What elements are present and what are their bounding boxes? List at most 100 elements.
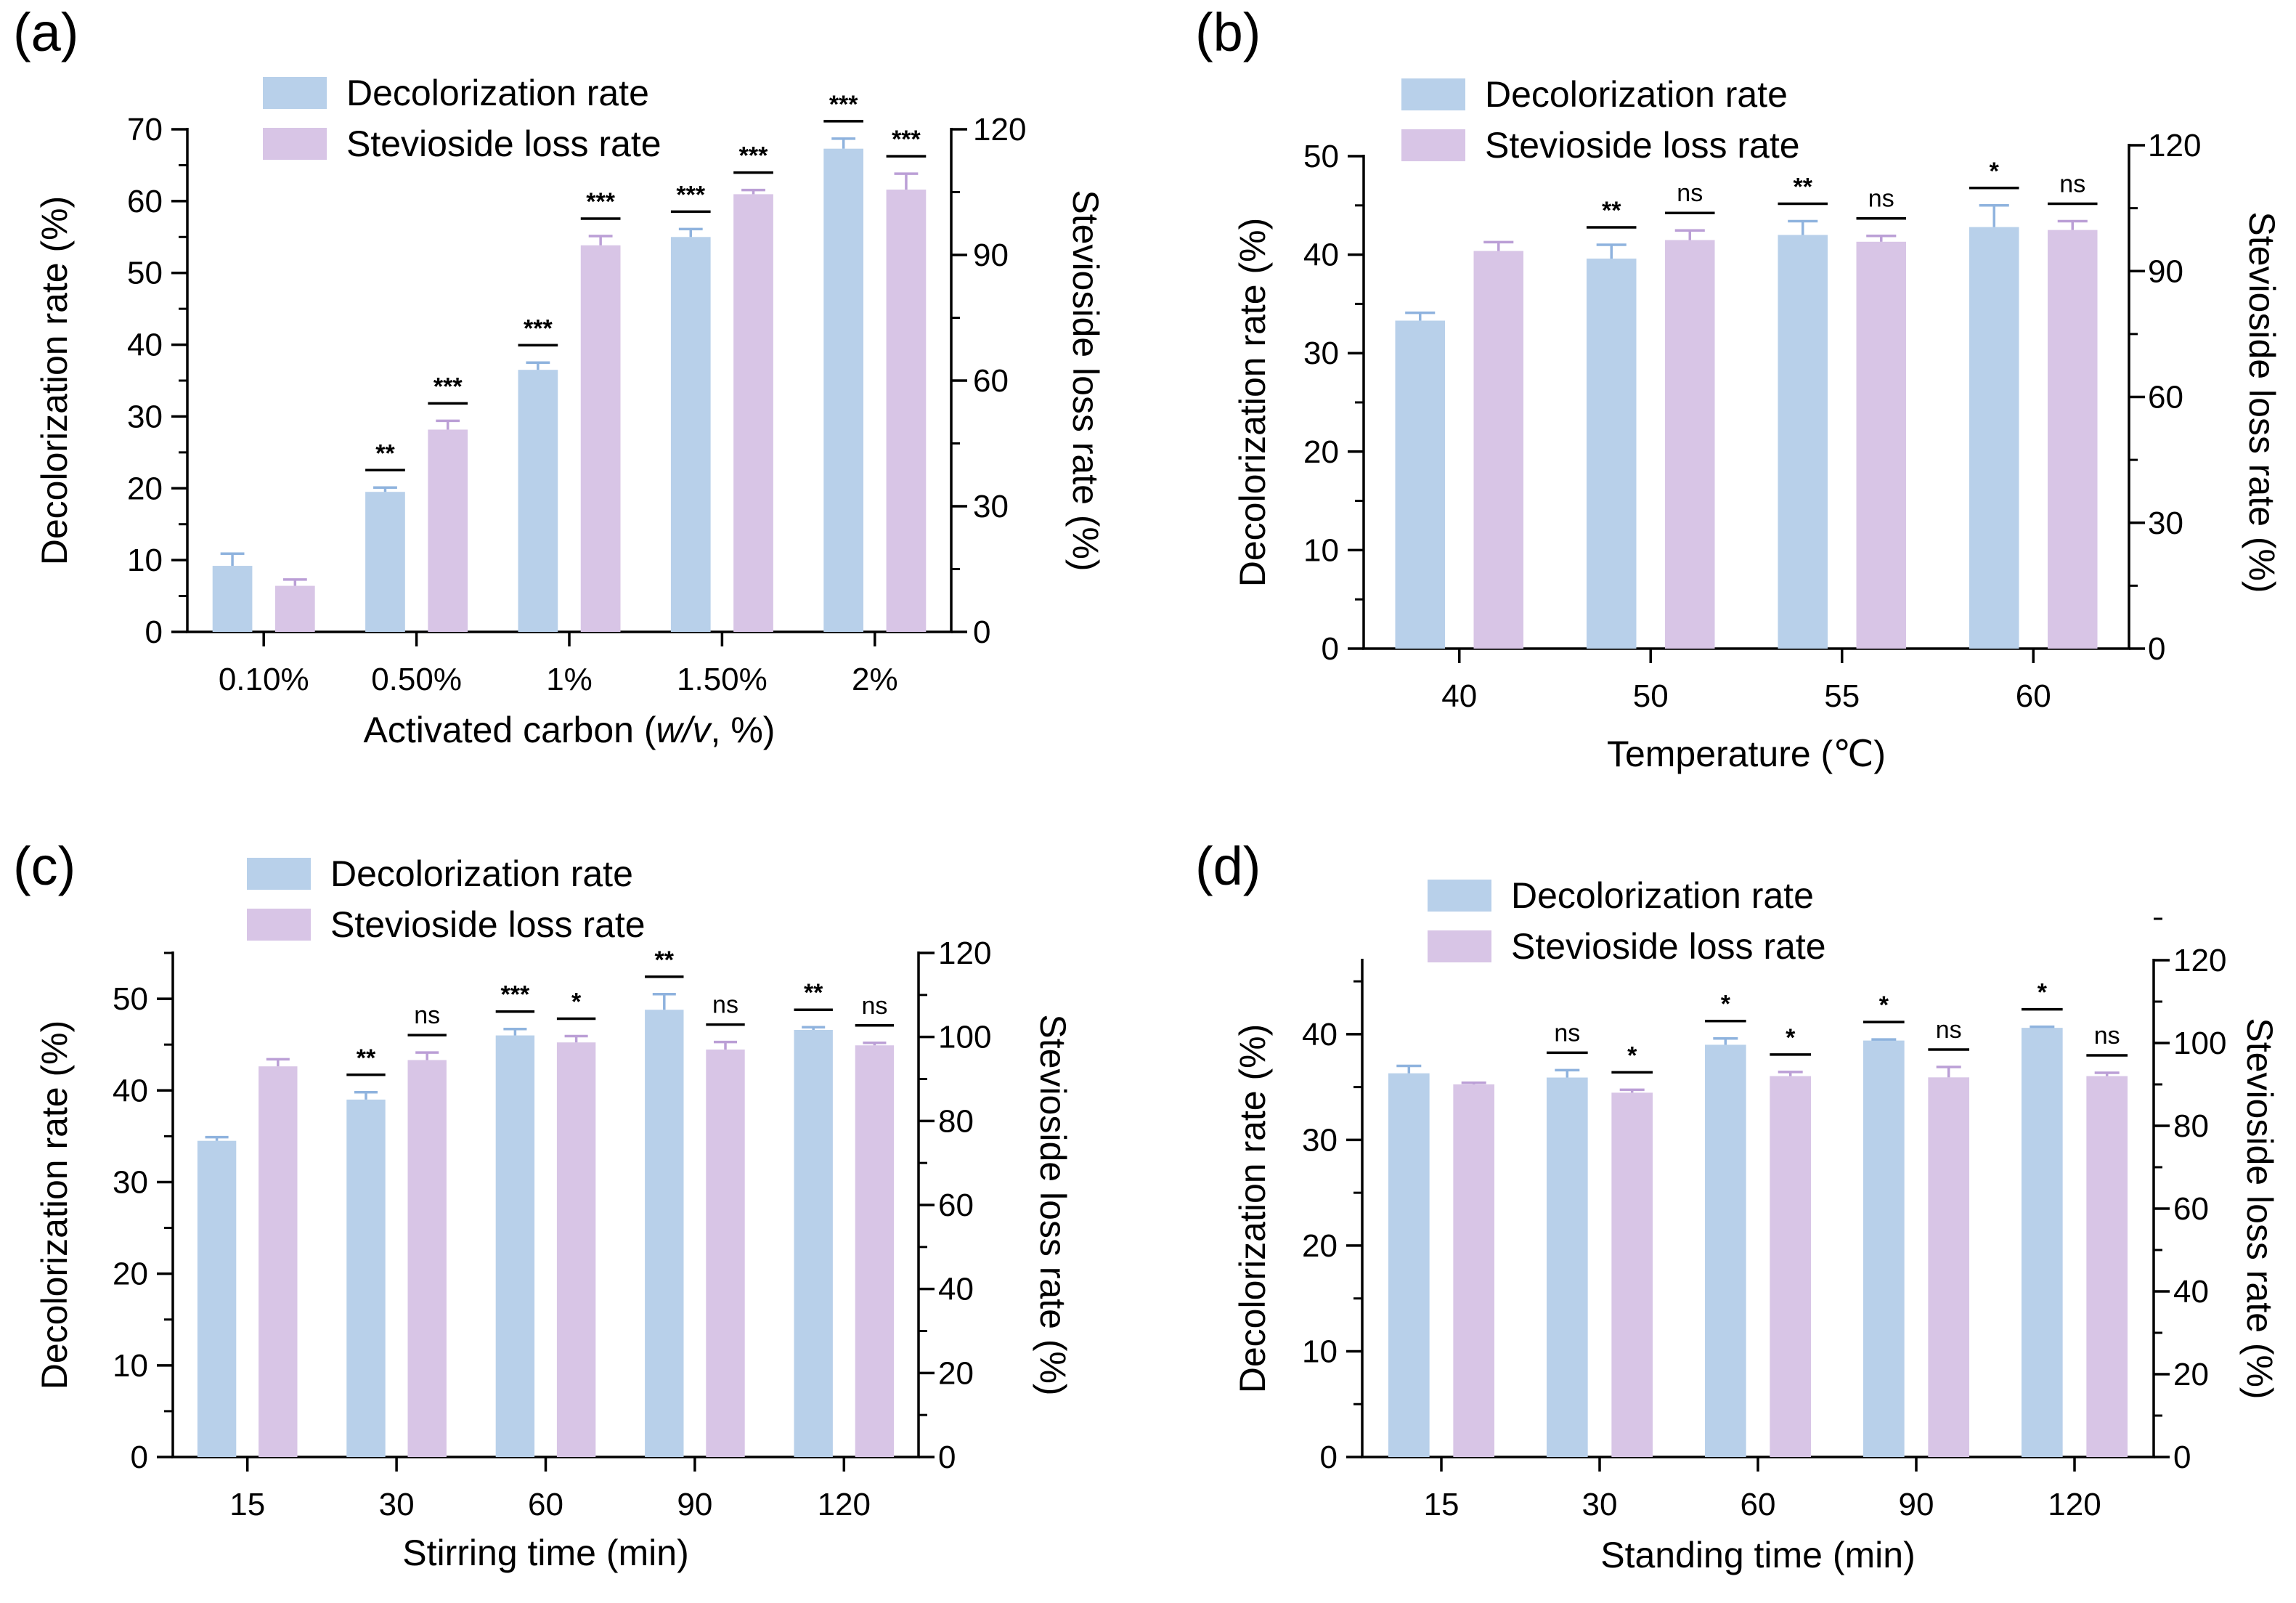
bar-stevioside-loss xyxy=(1473,251,1524,649)
y-tick-label-left: 20 xyxy=(113,1257,148,1292)
legend-swatch-stevioside-loss xyxy=(1428,930,1491,962)
bar-stevioside-loss xyxy=(855,1045,895,1457)
significance-label: ns xyxy=(1554,1019,1580,1047)
x-tick-label: 120 xyxy=(818,1487,871,1522)
significance-label: *** xyxy=(501,981,530,1009)
significance-label: *** xyxy=(433,373,463,400)
bar-stevioside-loss xyxy=(1611,1092,1653,1457)
bar-decolorization xyxy=(1778,235,1828,649)
y-tick-label-right: 90 xyxy=(973,238,1009,273)
x-axis-label-part: Stirring time (min) xyxy=(402,1533,688,1573)
significance-label: *** xyxy=(739,142,768,170)
bar-decolorization xyxy=(1969,227,2019,649)
bar-decolorization xyxy=(1546,1077,1588,1457)
bar-stevioside-loss xyxy=(733,194,773,633)
bar-stevioside-loss xyxy=(274,585,315,632)
bar-decolorization xyxy=(823,148,864,633)
legend-label: Stevioside loss rate xyxy=(1511,926,1826,967)
y-tick-label-right: 20 xyxy=(2173,1357,2209,1392)
bar-decolorization xyxy=(2021,1028,2063,1457)
bar-stevioside-loss xyxy=(706,1050,745,1457)
x-axis-label: Temperature (℃) xyxy=(1607,734,1886,774)
y-tick-label-right: 60 xyxy=(2173,1191,2209,1227)
x-axis-label: Activated carbon (w/v, %) xyxy=(364,710,775,750)
legend-label: Decolorization rate xyxy=(346,73,649,113)
y-tick-label-right: 30 xyxy=(2148,506,2183,541)
x-axis-label-part: w/v xyxy=(656,710,713,750)
bar-decolorization xyxy=(365,492,405,632)
significance-label: ns xyxy=(1677,179,1703,207)
bar-decolorization xyxy=(518,370,558,632)
bar-decolorization xyxy=(794,1029,833,1457)
y-tick-label-left: 40 xyxy=(1303,238,1339,273)
y-tick-label-right: 80 xyxy=(2173,1108,2209,1144)
x-tick-label: 0.50% xyxy=(371,662,462,697)
x-tick-label: 1.50% xyxy=(677,662,768,697)
y-tick-label-left: 10 xyxy=(127,543,163,578)
x-tick-label: 90 xyxy=(677,1487,712,1522)
y-axis-label-left: Decolorization rate (%) xyxy=(34,196,75,566)
significance-label: *** xyxy=(829,91,858,118)
y-tick-label-left: 20 xyxy=(1302,1228,1338,1264)
significance-label: *** xyxy=(676,181,705,208)
x-tick-label: 30 xyxy=(379,1487,415,1522)
legend-label: Stevioside loss rate xyxy=(1485,125,1800,166)
y-tick-label-right: 80 xyxy=(938,1103,974,1139)
y-tick-label-left: 0 xyxy=(145,614,163,650)
bar-stevioside-loss xyxy=(1856,241,1907,649)
bar-stevioside-loss xyxy=(1928,1077,1970,1457)
significance-label: ** xyxy=(357,1044,376,1072)
bar-stevioside-loss xyxy=(407,1060,447,1457)
y-tick-label-right: 40 xyxy=(938,1272,974,1307)
significance-label: * xyxy=(571,989,582,1016)
y-tick-label-right: 120 xyxy=(2173,943,2226,978)
y-tick-label-right: 60 xyxy=(2148,380,2183,415)
panel-label: (b) xyxy=(1195,2,1261,62)
y-tick-label-right: 90 xyxy=(2148,253,2183,289)
significance-label: *** xyxy=(524,314,553,342)
x-axis-label-part: , %) xyxy=(711,710,775,750)
y-tick-label-right: 120 xyxy=(2148,128,2201,163)
y-tick-label-right: 60 xyxy=(973,363,1009,399)
significance-label: ns xyxy=(712,991,738,1019)
x-tick-label: 30 xyxy=(1582,1487,1618,1522)
y-tick-label-right: 0 xyxy=(2173,1440,2191,1475)
y-tick-label-left: 10 xyxy=(1303,532,1339,568)
y-tick-label-left: 60 xyxy=(127,184,163,219)
significance-label: ns xyxy=(861,992,887,1020)
x-tick-label: 60 xyxy=(1741,1487,1776,1522)
significance-label: ns xyxy=(2094,1022,2120,1050)
bar-decolorization xyxy=(645,1010,684,1457)
significance-label: * xyxy=(1990,158,2000,185)
y-tick-label-left: 20 xyxy=(1303,434,1339,470)
significance-label: *** xyxy=(586,188,615,216)
legend-label: Decolorization rate xyxy=(330,853,633,894)
bar-decolorization xyxy=(1395,320,1445,649)
legend-swatch-decolorization xyxy=(1428,880,1491,912)
bar-decolorization xyxy=(495,1035,535,1457)
x-axis-label-part: Standing time (min) xyxy=(1600,1535,1916,1575)
legend-swatch-decolorization xyxy=(263,77,327,109)
x-tick-label: 60 xyxy=(528,1487,563,1522)
panel-label: (c) xyxy=(13,836,76,896)
bar-stevioside-loss xyxy=(1665,240,1715,649)
panel-label: (d) xyxy=(1195,836,1261,896)
significance-label: ns xyxy=(414,1002,440,1029)
bar-decolorization xyxy=(1863,1040,1905,1457)
bar-decolorization xyxy=(1586,259,1637,649)
bar-stevioside-loss xyxy=(258,1066,298,1457)
y-tick-label-left: 50 xyxy=(127,256,163,291)
y-tick-label-left: 20 xyxy=(127,471,163,506)
y-axis-label-right: Stevioside loss rate (%) xyxy=(2239,1018,2280,1399)
significance-label: * xyxy=(1721,991,1731,1018)
y-axis-label-left: Decolorization rate (%) xyxy=(1232,1024,1273,1394)
x-tick-label: 2% xyxy=(852,662,898,697)
significance-label: ** xyxy=(1602,197,1621,224)
y-tick-label-left: 40 xyxy=(1302,1017,1338,1052)
x-tick-label: 60 xyxy=(2016,678,2051,714)
y-axis-label-right: Stevioside loss rate (%) xyxy=(2242,211,2282,593)
bar-decolorization xyxy=(346,1099,386,1457)
significance-label: ** xyxy=(375,439,395,467)
x-tick-label: 50 xyxy=(1633,678,1669,714)
y-tick-label-right: 20 xyxy=(938,1355,974,1391)
